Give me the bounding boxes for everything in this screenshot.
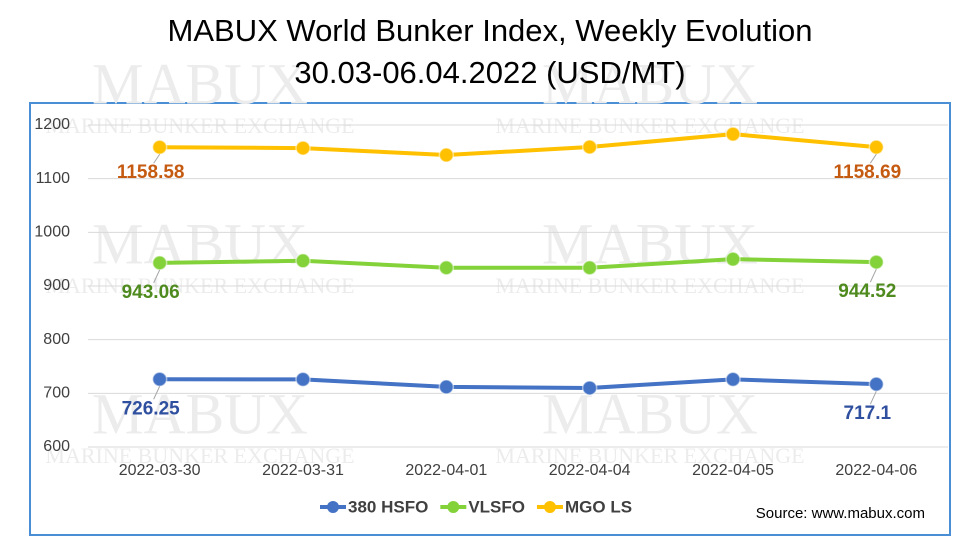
point (295, 140, 311, 156)
source: Source: www.mabux.com (756, 505, 925, 522)
point (581, 380, 598, 396)
watermark-subtext: MARINE BUNKER EXCHANGE (495, 113, 804, 138)
y-tick-label: 800 (43, 331, 70, 348)
leader-line (153, 386, 161, 400)
point (438, 147, 455, 163)
x-tick-label: 2022-04-01 (405, 462, 487, 479)
data-label: 943.06 (122, 282, 180, 303)
y-tick-label: 600 (43, 438, 70, 455)
x-tick-label: 2022-04-05 (692, 462, 774, 479)
series-line (159, 377, 877, 390)
point (438, 260, 455, 276)
x-tick-label: 2022-04-06 (835, 462, 917, 479)
y-tick-label: 700 (43, 385, 70, 402)
data-label: 726.25 (122, 398, 181, 419)
point (868, 254, 885, 270)
point (151, 139, 168, 155)
point (151, 255, 168, 271)
data-label: 717.1 (844, 403, 892, 424)
point (725, 251, 741, 267)
leader-line (869, 268, 877, 283)
point (581, 139, 598, 155)
legend-label: MGO LS (565, 497, 632, 516)
point (725, 371, 741, 388)
x-tick-label: 2022-04-04 (549, 462, 631, 479)
series-line (159, 257, 877, 270)
point (295, 253, 311, 269)
y-tick-label: 1100 (36, 170, 71, 187)
y-tick-label: 1000 (34, 224, 70, 241)
point (868, 139, 885, 155)
legend-marker (447, 501, 460, 513)
data-label: 1158.58 (117, 162, 185, 183)
watermark-subtext: MARINE BUNKER EXCHANGE (45, 113, 354, 138)
x-tick-label: 2022-03-30 (119, 462, 201, 479)
data-label: 944.52 (838, 281, 896, 302)
legend-label: VLSFO (468, 497, 525, 516)
legend-item: MGO LS (536, 497, 632, 516)
x-tick-label: 2022-03-31 (262, 462, 344, 479)
point (868, 376, 885, 392)
point (725, 126, 741, 142)
series-line (159, 132, 877, 158)
leader-line (153, 153, 161, 164)
point (295, 371, 311, 388)
watermark-text: MABUX (92, 51, 308, 116)
legend-marker (543, 501, 556, 513)
point (151, 371, 168, 387)
leader-line (153, 269, 161, 284)
leader-line (869, 153, 877, 164)
watermark-text: MABUX (92, 381, 308, 446)
chart-subtitle: 30.03-06.04.2022 (USD/MT) (294, 55, 685, 90)
plot-frame (29, 102, 951, 536)
y-tick-label: 900 (43, 277, 70, 294)
legend-marker (327, 501, 339, 513)
watermark-text: MABUX (542, 51, 758, 116)
legend-label: 380 HSFO (348, 497, 428, 516)
leader-line (869, 390, 877, 405)
legend-item: VLSFO (440, 497, 525, 516)
point (438, 379, 455, 395)
legend-item: 380 HSFO (320, 497, 428, 516)
point (581, 260, 598, 276)
chart-title: MABUX World Bunker Index, Weekly Evoluti… (168, 13, 813, 48)
y-tick-label: 1200 (34, 116, 70, 133)
watermark-text: MABUX (92, 211, 308, 276)
watermark-text: MABUX (542, 381, 758, 446)
data-label: 1158.69 (834, 162, 902, 183)
